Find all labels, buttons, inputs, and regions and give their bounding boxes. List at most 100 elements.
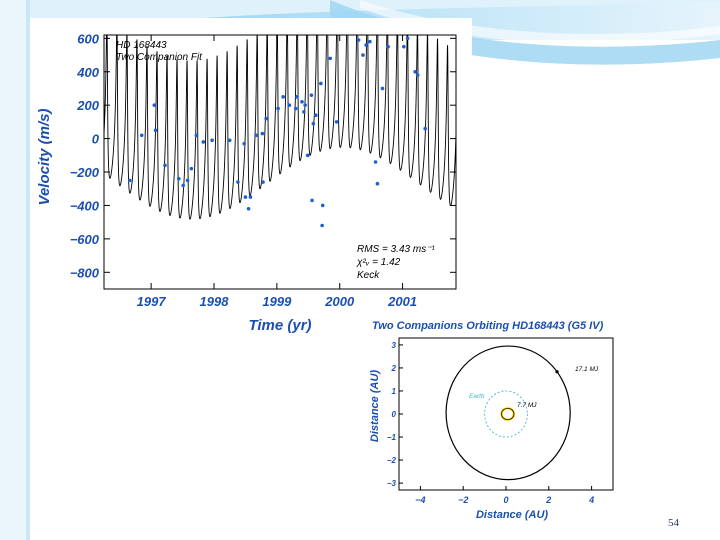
rv-x-tick-label: 2001 [387,294,417,309]
rv-data-point [227,138,232,143]
orbit-y-tick-label: 1 [392,387,397,396]
rv-data-point [405,36,410,41]
rv-data-point [303,103,307,107]
rv-plot-frame [103,34,457,290]
rv-axis: 1997 1998 1999 2000 20016004002000−200−400−6… [70,31,456,309]
rv-data-point [310,198,314,203]
rv-data-point [375,181,380,186]
rv-data-point [380,86,385,91]
orbit-outer-companion [445,345,571,481]
rv-data-point [295,95,299,99]
rv-data-point [185,178,190,183]
rv-data-point [311,121,316,126]
rv-data-point [328,56,333,61]
rv-x-axis-label: Time (yr) [248,317,311,334]
rv-stat-instrument: Keck [357,270,380,281]
rv-y-tick-label: −800 [70,265,100,280]
orbit-x-tick-label: 2 [545,495,551,505]
rv-data-point [364,43,368,47]
orbit-chart-title: Two Companions Orbiting HD168443 (G5 IV) [372,320,604,332]
rv-data-point [356,38,361,42]
orbit-y-tick-label: 0 [392,410,397,419]
rv-data-point [210,138,214,143]
orbit-x-tick-label: −4 [415,495,425,505]
rv-stat-chi: χ²ᵥ = 1.42 [356,257,401,268]
rv-data-point [361,53,365,57]
rv-y-tick-label: −600 [70,232,100,247]
rv-data-point [302,110,306,114]
orbit-axis: −4 −2 0 2 4 3 2 1 0 −1 −2 −3 [387,341,594,505]
rv-data-point [402,44,406,49]
page-number: 54 [668,517,679,529]
orbit-x-tick-label: 0 [503,495,508,505]
orbit-y-tick-label: −3 [387,479,397,488]
rv-fit-curve [104,35,456,220]
orbit-outer-marker [555,370,559,374]
rv-data-point [127,178,132,183]
orbit-label-earth: Earth [469,393,485,400]
rv-x-tick-label: 1998 [200,294,230,309]
rv-y-tick-label: −400 [70,198,100,213]
orbit-inner-outline [501,407,515,421]
rv-y-tick-label: 0 [92,132,100,147]
rv-data-point [260,131,265,136]
rv-annotation-star: HD 168443 [116,40,167,51]
rv-data-point [368,39,372,44]
rv-data-point [305,153,310,158]
rv-data-point [415,73,420,77]
rv-y-tick-label: 600 [77,31,99,46]
rv-data-point [236,180,240,184]
rv-data-point [309,93,314,97]
rv-stat-rms: RMS = 3.43 ms⁻¹ [357,244,435,255]
rv-data-point [242,141,246,146]
rv-data-point [194,133,199,138]
rv-data-point [201,140,206,144]
rv-x-tick-label: 2000 [324,294,355,309]
rv-y-axis-label: Velocity (m/s) [36,109,53,206]
rv-data-point [254,133,258,138]
rv-chart: 1997 1998 1999 2000 20016004002000−200−400−6… [30,18,472,334]
rv-data-point [243,195,248,199]
rv-data-point [320,203,325,208]
orbit-y-tick-label: −2 [387,456,397,465]
orbit-y-tick-label: −1 [387,433,397,442]
orbit-y-tick-label: 2 [391,364,397,373]
orbit-x-tick-label: 4 [588,495,594,505]
orbit-label-inner: 7.7 MJ [517,402,537,409]
rv-data-point [320,223,324,228]
rv-data-point [287,103,292,107]
rv-data-point [334,120,339,124]
orbit-x-axis-label: Distance (AU) [476,509,548,521]
rv-y-tick-label: −200 [70,165,100,180]
rv-data-point [293,106,298,111]
rv-data-point [163,163,167,168]
rv-data-point [246,206,251,211]
orbit-x-tick-label: −2 [458,495,468,505]
rv-data-point [177,176,181,181]
orbit-y-axis-label: Distance (AU) [369,370,381,442]
rv-data-point [386,44,390,49]
rv-data-point [189,166,194,171]
rv-observations [127,36,428,228]
orbit-panel-bg [358,315,623,525]
rv-data-point [153,128,158,133]
rv-x-tick-label: 1999 [262,294,292,309]
rv-data-point [261,180,265,184]
rv-data-point [152,103,157,107]
rv-y-tick-label: 400 [76,65,99,80]
rv-data-point [300,100,304,104]
rv-annotation-fit: Two Companion Fit [116,52,203,63]
rv-x-tick-label: 1997 [137,294,167,309]
rv-y-tick-label: 200 [76,98,99,113]
rv-data-point [423,126,428,131]
orbit-chart: Two Companions Orbiting HD168443 (G5 IV)… [358,315,623,525]
orbit-label-outer: 17.1 MJ [575,366,599,373]
orbit-y-tick-label: 3 [392,341,397,350]
rv-data-point [281,95,285,99]
rv-data-point [413,69,417,74]
orbit-earth-reference [484,390,528,438]
rv-data-point [373,160,378,164]
orbit-curves [445,345,571,481]
rv-data-point [314,113,318,118]
